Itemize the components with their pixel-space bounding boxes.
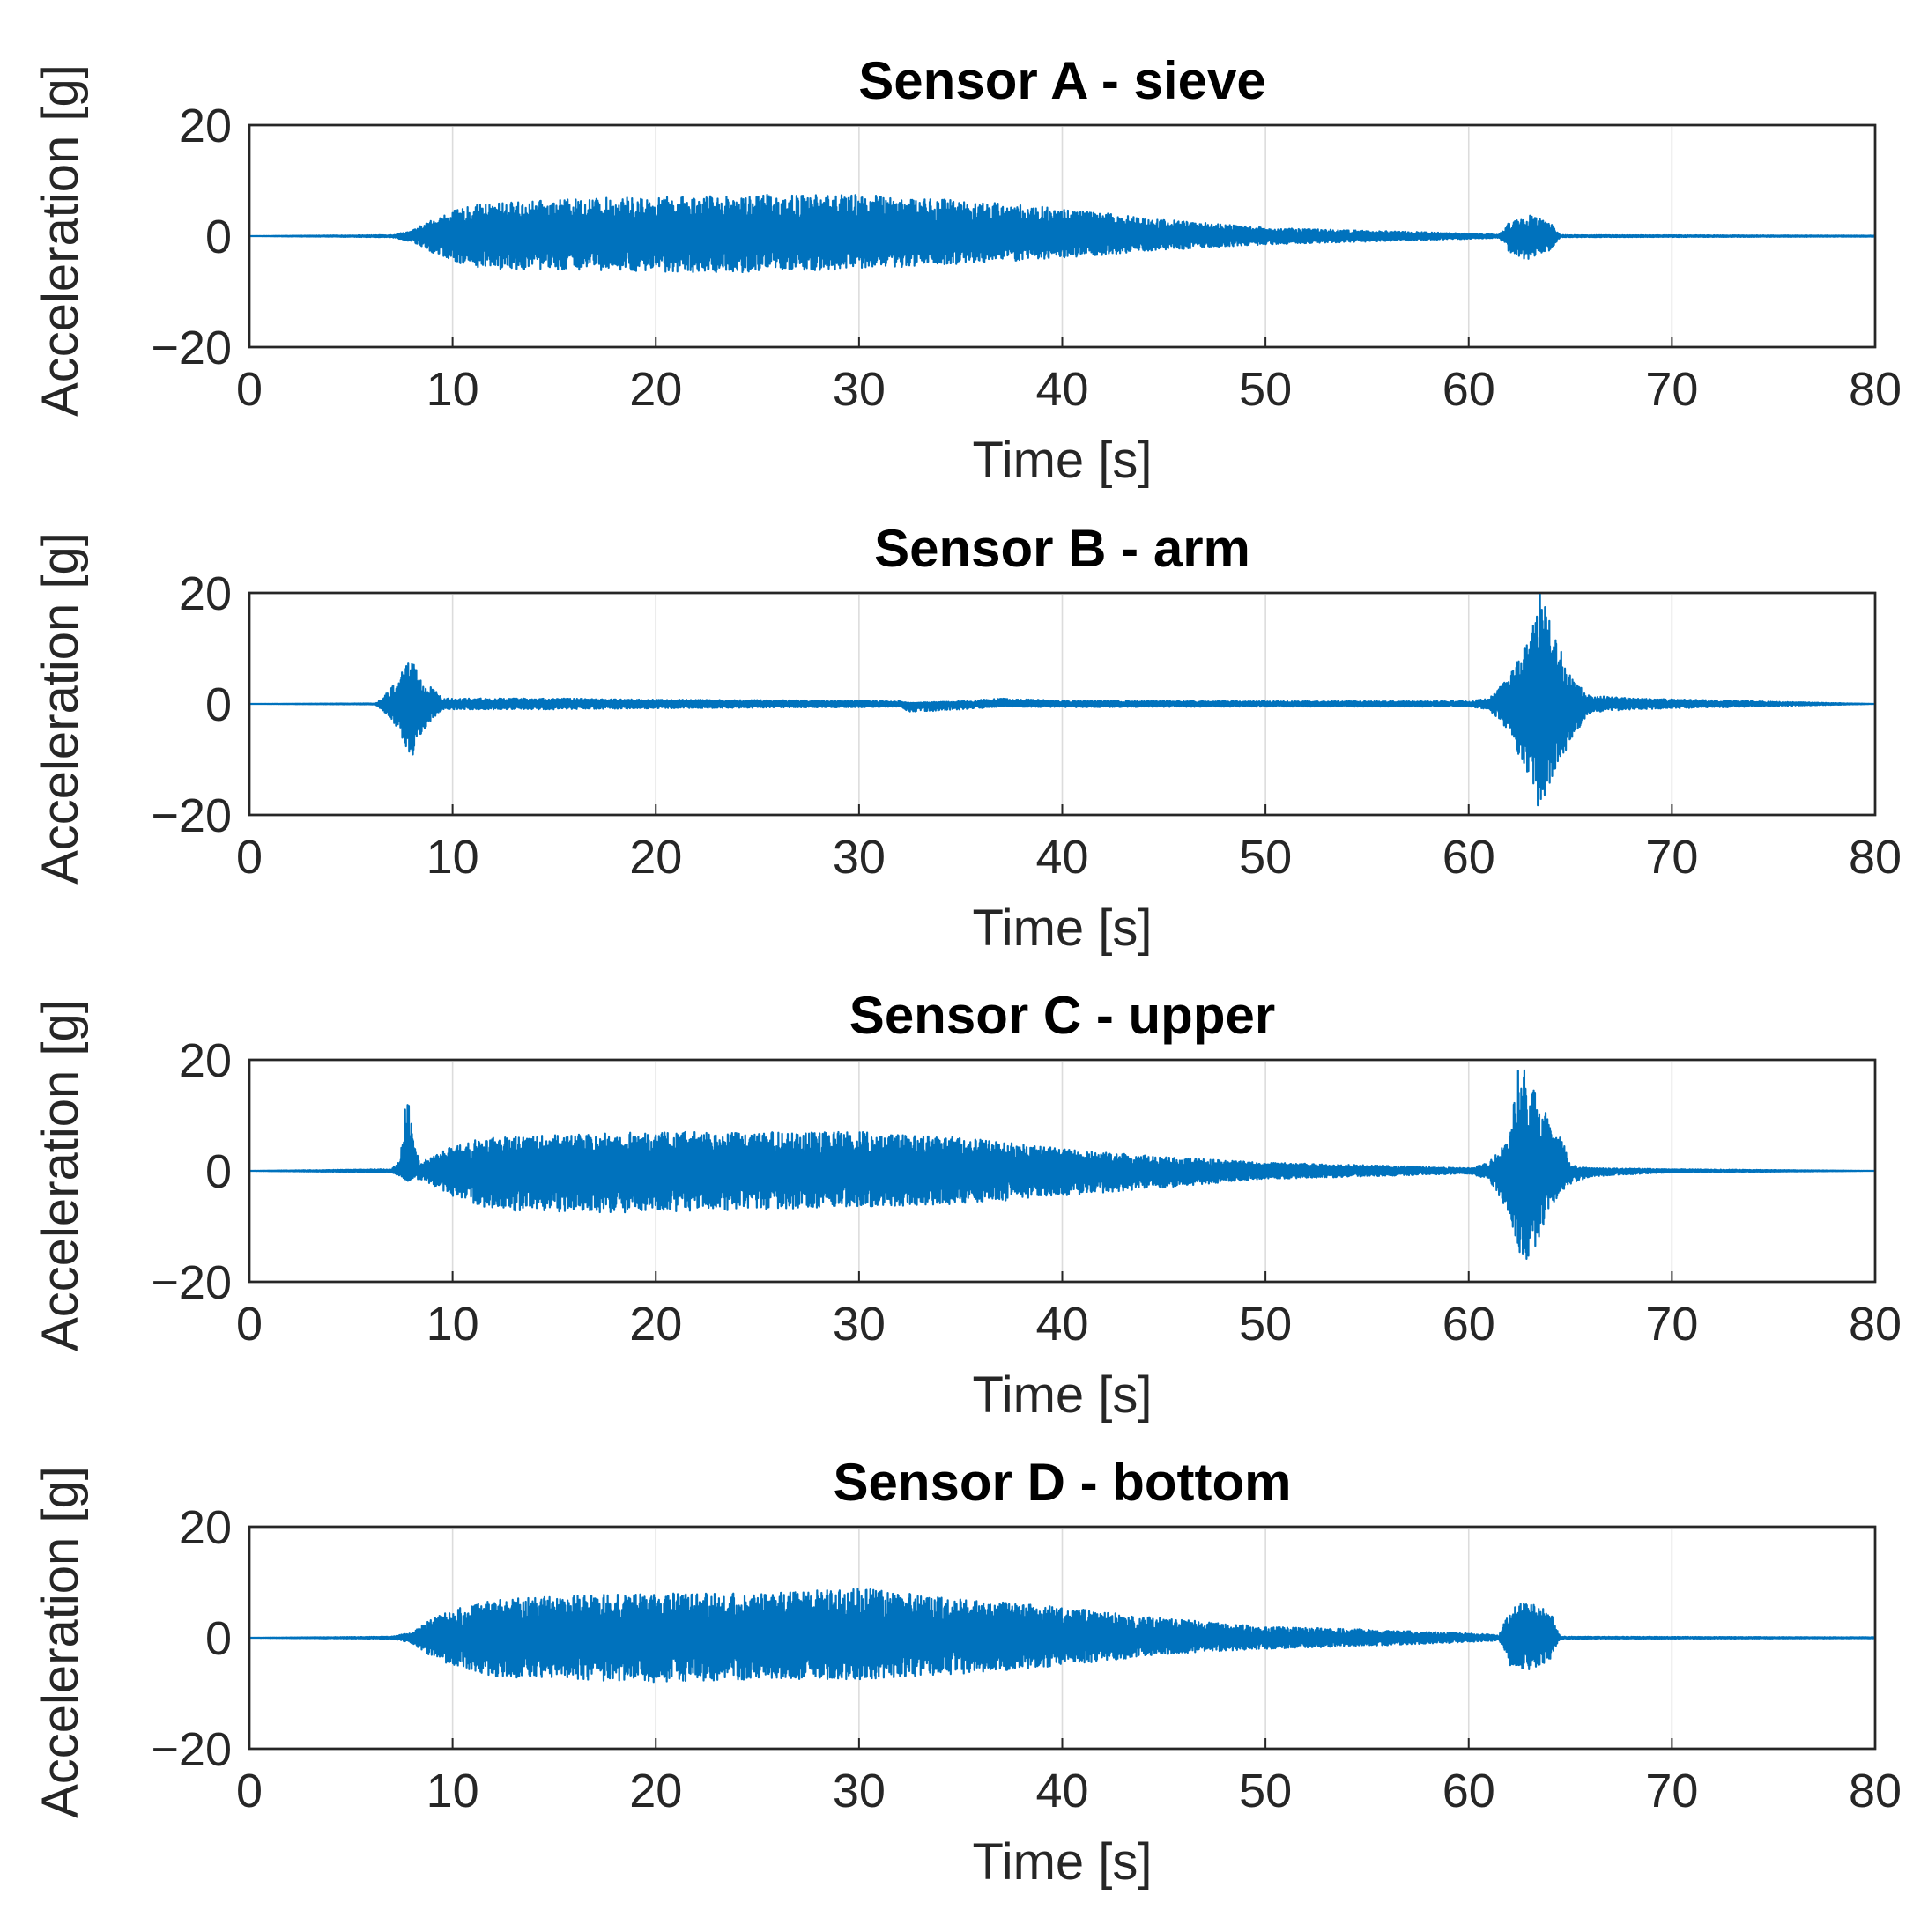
y-tick-label: −20 bbox=[151, 322, 232, 374]
y-tick-label: −20 bbox=[151, 1723, 232, 1776]
y-tick-label: 20 bbox=[179, 567, 232, 620]
x-tick-label: 80 bbox=[1849, 831, 1902, 884]
y-tick-label: 20 bbox=[179, 1034, 232, 1087]
y-axis-label: Acceleration [g] bbox=[32, 999, 89, 1351]
x-tick-label: 40 bbox=[1035, 831, 1088, 884]
x-tick-label: 80 bbox=[1849, 1765, 1902, 1817]
y-tick-label: 0 bbox=[205, 211, 232, 263]
plot-border bbox=[248, 591, 1877, 817]
signal-trace bbox=[248, 1069, 1876, 1261]
x-tick-label: 0 bbox=[236, 1765, 263, 1817]
signal-trace bbox=[248, 193, 1876, 274]
panel-title: Sensor B - arm bbox=[874, 519, 1250, 578]
x-tick-label: 60 bbox=[1442, 1298, 1495, 1351]
y-tick-label: 0 bbox=[205, 678, 232, 731]
signal-trace bbox=[248, 1588, 1877, 1684]
plot-border bbox=[248, 1058, 1877, 1284]
y-axis-label: Acceleration [g] bbox=[32, 64, 89, 417]
x-tick-label: 30 bbox=[833, 363, 886, 416]
x-tick-label: 70 bbox=[1645, 1765, 1698, 1817]
x-tick-label: 60 bbox=[1442, 363, 1495, 416]
x-tick-label: 0 bbox=[236, 831, 263, 884]
plot-border bbox=[248, 123, 1877, 349]
x-tick-label: 40 bbox=[1035, 1298, 1088, 1351]
y-axis-label: Acceleration [g] bbox=[32, 532, 89, 885]
x-tick-label: 50 bbox=[1239, 831, 1292, 884]
x-axis-label: Time [s] bbox=[972, 1366, 1152, 1424]
x-tick-label: 20 bbox=[629, 1765, 682, 1817]
x-tick-label: 20 bbox=[629, 363, 682, 416]
y-tick-label: −20 bbox=[151, 789, 232, 842]
y-tick-label: 0 bbox=[205, 1612, 232, 1665]
x-tick-label: 10 bbox=[426, 1765, 479, 1817]
x-axis-label: Time [s] bbox=[972, 899, 1152, 957]
x-tick-label: 70 bbox=[1645, 1298, 1698, 1351]
panel-title: Sensor A - sieve bbox=[858, 51, 1265, 110]
x-axis-label: Time [s] bbox=[972, 432, 1152, 489]
panel-title: Sensor D - bottom bbox=[834, 1453, 1292, 1512]
x-tick-label: 30 bbox=[833, 1298, 886, 1351]
x-tick-label: 50 bbox=[1239, 1765, 1292, 1817]
x-tick-label: 80 bbox=[1849, 363, 1902, 416]
x-tick-label: 30 bbox=[833, 831, 886, 884]
x-tick-label: 30 bbox=[833, 1765, 886, 1817]
x-tick-label: 80 bbox=[1849, 1298, 1902, 1351]
x-tick-label: 10 bbox=[426, 1298, 479, 1351]
x-tick-label: 0 bbox=[236, 363, 263, 416]
y-tick-label: −20 bbox=[151, 1256, 232, 1309]
x-tick-label: 20 bbox=[629, 831, 682, 884]
x-tick-label: 20 bbox=[629, 1298, 682, 1351]
x-tick-label: 10 bbox=[426, 831, 479, 884]
x-tick-label: 60 bbox=[1442, 831, 1495, 884]
x-tick-label: 50 bbox=[1239, 363, 1292, 416]
x-tick-label: 70 bbox=[1645, 363, 1698, 416]
y-tick-label: 20 bbox=[179, 1501, 232, 1554]
x-tick-label: 60 bbox=[1442, 1765, 1495, 1817]
x-tick-label: 40 bbox=[1035, 363, 1088, 416]
x-tick-label: 10 bbox=[426, 363, 479, 416]
signal-trace bbox=[248, 592, 1876, 807]
x-tick-label: 40 bbox=[1035, 1765, 1088, 1817]
y-tick-label: 20 bbox=[179, 100, 232, 152]
x-tick-label: 70 bbox=[1645, 831, 1698, 884]
x-tick-label: 0 bbox=[236, 1298, 263, 1351]
y-axis-label: Acceleration [g] bbox=[32, 1466, 89, 1818]
y-tick-label: 0 bbox=[205, 1145, 232, 1198]
panel-title: Sensor C - upper bbox=[849, 986, 1275, 1045]
x-tick-label: 50 bbox=[1239, 1298, 1292, 1351]
plot-border bbox=[248, 1525, 1877, 1751]
x-axis-label: Time [s] bbox=[972, 1833, 1152, 1891]
